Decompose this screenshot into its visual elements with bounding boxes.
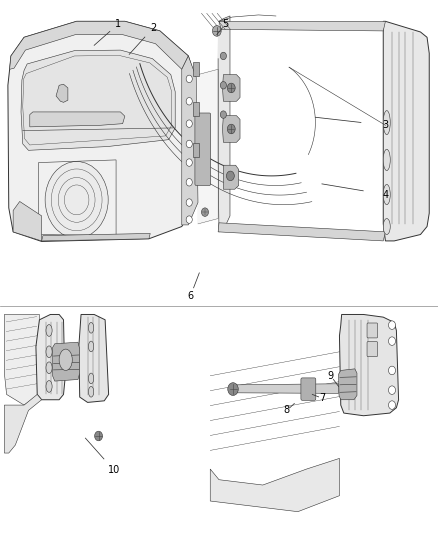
Polygon shape bbox=[8, 21, 196, 241]
Polygon shape bbox=[42, 233, 150, 241]
Circle shape bbox=[389, 321, 396, 329]
Ellipse shape bbox=[46, 346, 52, 358]
Polygon shape bbox=[210, 458, 339, 512]
Circle shape bbox=[201, 208, 208, 216]
Polygon shape bbox=[339, 369, 357, 400]
Polygon shape bbox=[223, 165, 239, 189]
Circle shape bbox=[389, 401, 396, 409]
Circle shape bbox=[186, 120, 192, 127]
Text: 8: 8 bbox=[284, 406, 290, 415]
Text: 5: 5 bbox=[223, 19, 229, 29]
Polygon shape bbox=[198, 69, 218, 224]
Circle shape bbox=[186, 199, 192, 206]
Circle shape bbox=[227, 83, 235, 93]
Circle shape bbox=[95, 431, 102, 441]
Polygon shape bbox=[4, 394, 42, 453]
Text: 10: 10 bbox=[108, 465, 120, 475]
Text: 9: 9 bbox=[328, 371, 334, 381]
Circle shape bbox=[186, 140, 192, 148]
Circle shape bbox=[226, 171, 234, 181]
Text: 3: 3 bbox=[382, 120, 389, 130]
Polygon shape bbox=[236, 384, 339, 393]
Circle shape bbox=[186, 179, 192, 186]
Polygon shape bbox=[13, 201, 42, 241]
FancyBboxPatch shape bbox=[301, 378, 316, 400]
Circle shape bbox=[228, 383, 238, 395]
Polygon shape bbox=[218, 16, 230, 232]
Circle shape bbox=[220, 82, 226, 89]
Circle shape bbox=[186, 159, 192, 166]
Ellipse shape bbox=[383, 184, 390, 205]
Polygon shape bbox=[56, 84, 68, 102]
Circle shape bbox=[186, 216, 192, 223]
Ellipse shape bbox=[59, 349, 72, 370]
Bar bbox=[210, 314, 434, 522]
Ellipse shape bbox=[88, 373, 94, 384]
Polygon shape bbox=[219, 21, 385, 31]
Text: 2: 2 bbox=[150, 23, 156, 33]
Circle shape bbox=[45, 161, 108, 238]
Circle shape bbox=[186, 75, 192, 83]
FancyBboxPatch shape bbox=[195, 113, 211, 185]
Polygon shape bbox=[4, 314, 39, 405]
Polygon shape bbox=[10, 21, 188, 69]
Polygon shape bbox=[223, 116, 240, 142]
Polygon shape bbox=[30, 112, 125, 127]
Circle shape bbox=[186, 98, 192, 105]
Text: 1: 1 bbox=[115, 19, 121, 29]
Ellipse shape bbox=[88, 341, 94, 352]
Text: 7: 7 bbox=[319, 393, 325, 403]
Ellipse shape bbox=[88, 322, 94, 333]
Text: 4: 4 bbox=[382, 190, 389, 199]
Ellipse shape bbox=[46, 325, 52, 336]
Text: 6: 6 bbox=[187, 291, 194, 301]
Bar bbox=[193, 143, 199, 157]
FancyBboxPatch shape bbox=[367, 342, 378, 357]
Polygon shape bbox=[53, 342, 80, 381]
Ellipse shape bbox=[46, 381, 52, 392]
Polygon shape bbox=[223, 75, 240, 101]
Polygon shape bbox=[21, 50, 175, 150]
Ellipse shape bbox=[383, 219, 390, 235]
Polygon shape bbox=[383, 21, 429, 241]
Bar bbox=[4, 314, 197, 522]
Polygon shape bbox=[182, 56, 198, 225]
Circle shape bbox=[227, 124, 235, 134]
Polygon shape bbox=[339, 314, 399, 416]
Polygon shape bbox=[79, 314, 109, 402]
Ellipse shape bbox=[383, 149, 390, 171]
Bar bbox=[193, 102, 199, 116]
Ellipse shape bbox=[46, 362, 52, 374]
Ellipse shape bbox=[88, 386, 94, 397]
Circle shape bbox=[220, 52, 226, 60]
Circle shape bbox=[389, 366, 396, 375]
Circle shape bbox=[220, 111, 226, 118]
Bar bbox=[193, 62, 199, 76]
FancyBboxPatch shape bbox=[367, 323, 378, 338]
Circle shape bbox=[389, 337, 396, 345]
Polygon shape bbox=[218, 223, 385, 241]
Polygon shape bbox=[36, 314, 65, 400]
Circle shape bbox=[389, 386, 396, 394]
Ellipse shape bbox=[383, 110, 390, 134]
Circle shape bbox=[212, 26, 221, 36]
